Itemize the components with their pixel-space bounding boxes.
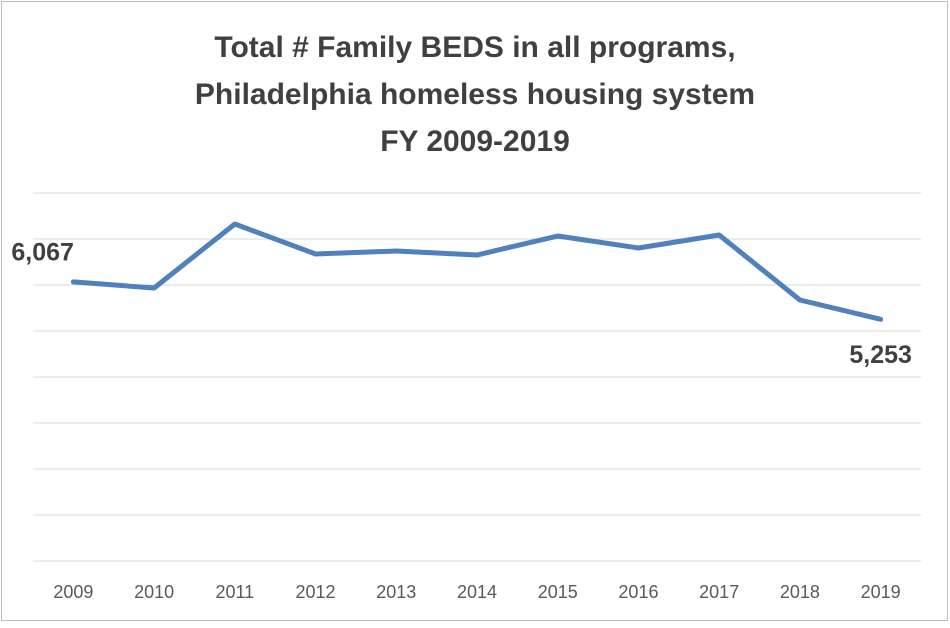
x-tick-label: 2019 (861, 582, 901, 602)
x-tick-label: 2013 (376, 582, 416, 602)
x-tick-label: 2009 (53, 582, 93, 602)
x-tick-label: 2014 (457, 582, 497, 602)
x-tick-label: 2017 (699, 582, 739, 602)
x-tick-label: 2016 (618, 582, 658, 602)
chart-title: FY 2009-2019 (380, 125, 570, 158)
x-tick-label: 2015 (538, 582, 578, 602)
chart-title: Total # Family BEDS in all programs, (214, 31, 735, 64)
x-tick-label: 2010 (134, 582, 174, 602)
chart-title: Philadelphia homeless housing system (195, 78, 755, 111)
x-tick-label: 2018 (780, 582, 820, 602)
x-tick-label: 2012 (296, 582, 336, 602)
data-label: 6,067 (11, 239, 74, 267)
x-tick-label: 2011 (215, 582, 254, 602)
line-series (70, 221, 884, 322)
data-label: 5,253 (849, 341, 912, 369)
